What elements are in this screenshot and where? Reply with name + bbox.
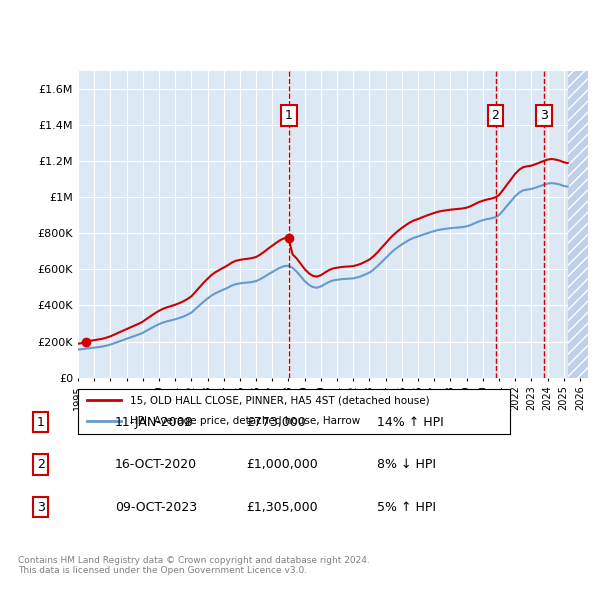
Text: 1: 1 xyxy=(37,415,45,429)
Text: 14% ↑ HPI: 14% ↑ HPI xyxy=(377,415,444,429)
Text: HPI: Average price, detached house, Harrow: HPI: Average price, detached house, Harr… xyxy=(130,417,360,426)
Text: 16-OCT-2020: 16-OCT-2020 xyxy=(115,458,197,471)
Text: 11-JAN-2008: 11-JAN-2008 xyxy=(115,415,194,429)
Text: 1: 1 xyxy=(285,109,293,122)
Text: £1,305,000: £1,305,000 xyxy=(246,500,317,514)
Text: 5% ↑ HPI: 5% ↑ HPI xyxy=(377,500,436,514)
Text: 09-OCT-2023: 09-OCT-2023 xyxy=(115,500,197,514)
Text: 2: 2 xyxy=(37,458,45,471)
Text: 15, OLD HALL CLOSE, PINNER, HA5 4ST (detached house): 15, OLD HALL CLOSE, PINNER, HA5 4ST (det… xyxy=(130,395,430,405)
Text: 8% ↓ HPI: 8% ↓ HPI xyxy=(377,458,436,471)
Text: Contains HM Land Registry data © Crown copyright and database right 2024.
This d: Contains HM Land Registry data © Crown c… xyxy=(18,556,370,575)
Text: 2: 2 xyxy=(491,109,499,122)
Text: 3: 3 xyxy=(37,500,45,514)
Text: £1,000,000: £1,000,000 xyxy=(246,458,318,471)
Bar xyxy=(568,71,588,378)
Text: £773,000: £773,000 xyxy=(246,415,306,429)
Text: 3: 3 xyxy=(540,109,548,122)
